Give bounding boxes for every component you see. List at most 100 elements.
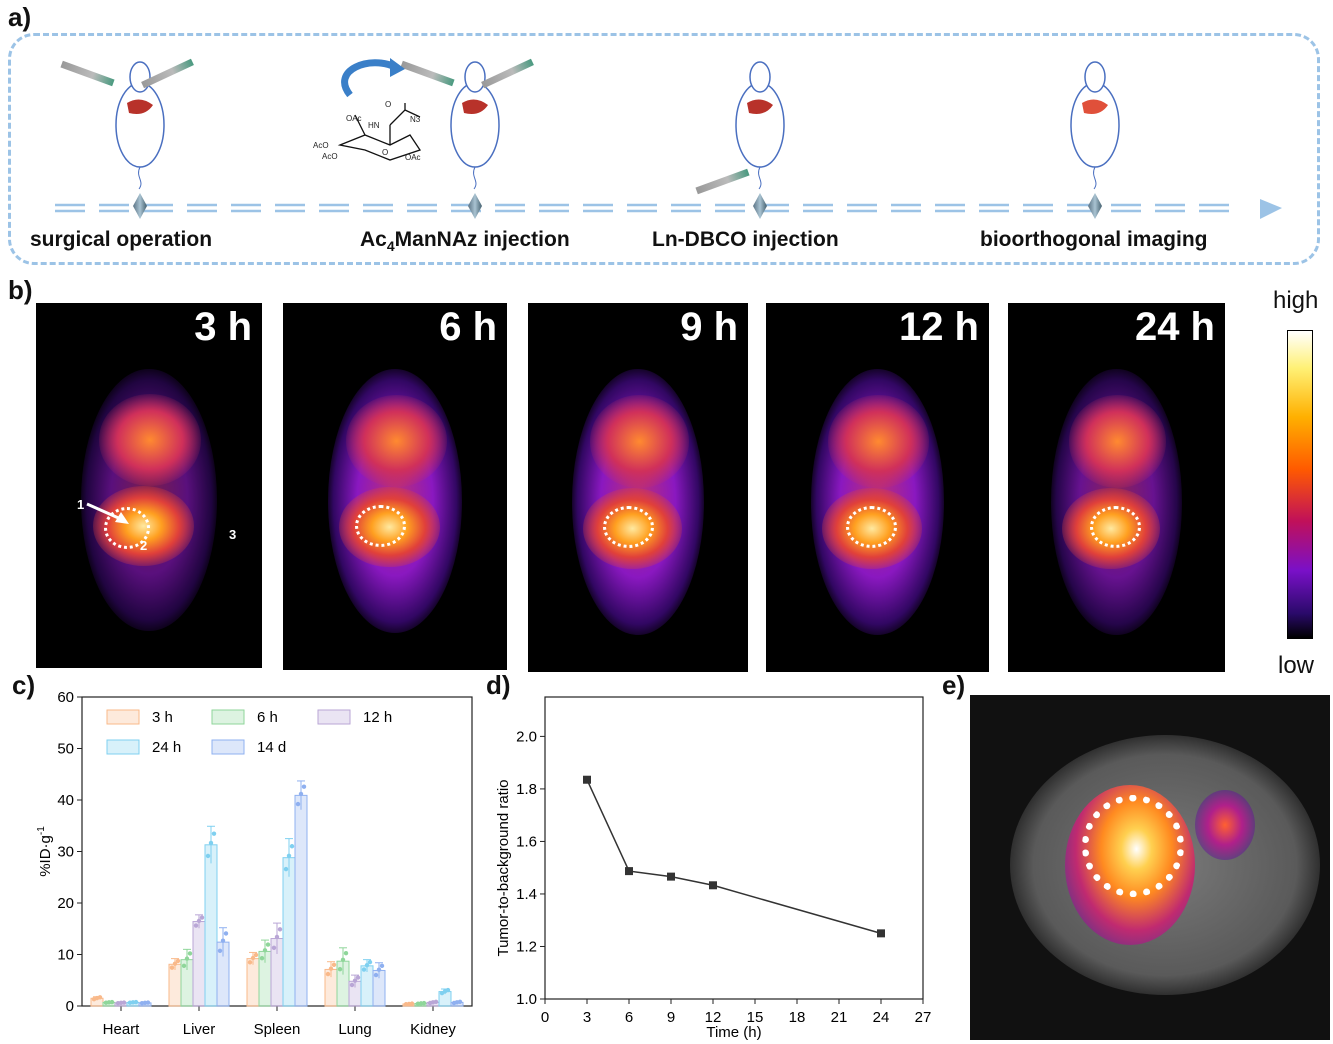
colorbar: [1287, 330, 1313, 639]
data-point: [376, 967, 382, 972]
data-point: [172, 961, 178, 966]
panel-label-d: d): [486, 670, 511, 700]
data-point: [193, 923, 199, 928]
step-marker-icon: [468, 193, 482, 219]
molecule-label: HN: [368, 121, 380, 130]
panel-label-e: e): [942, 670, 966, 700]
molecule-label: AcO: [313, 141, 329, 150]
data-point: [253, 952, 259, 958]
data-point: [709, 881, 717, 890]
data-point: [208, 840, 214, 846]
step-surgical-operation: surgical operation: [30, 228, 213, 251]
data-point: [409, 1001, 415, 1006]
x-tick-label: 15: [747, 1009, 764, 1026]
data-point: [175, 958, 181, 964]
legend-swatch: [211, 709, 245, 725]
data-point: [274, 934, 280, 940]
data-point: [271, 945, 277, 951]
panel-label-b: b): [8, 275, 33, 305]
data-point: [301, 784, 307, 789]
y-tick-label: 40: [57, 792, 74, 809]
workflow-box: [8, 33, 1320, 265]
timepoint-label: 6 h: [439, 305, 497, 349]
timepoint-label: 12 h: [898, 305, 979, 349]
step-marker-icon: [133, 193, 147, 219]
molecule-label: AcO: [322, 152, 338, 161]
timepoint-label: 9 h: [680, 305, 738, 349]
y-tick-label: 20: [57, 895, 74, 912]
data-point: [289, 844, 295, 849]
data-point: [340, 957, 346, 963]
data-point: [625, 867, 633, 876]
x-tick-label: 27: [915, 1009, 932, 1026]
molecule-label: O: [382, 148, 389, 157]
data-point: [169, 965, 175, 970]
x-tick-label: 12: [705, 1009, 722, 1026]
mouse-illustration: [450, 61, 500, 190]
x-tick-label: Spleen: [254, 1021, 301, 1038]
data-point: [220, 938, 226, 943]
molecule-label: O: [385, 100, 392, 109]
x-tick-label: 0: [541, 1009, 549, 1026]
data-point: [343, 950, 349, 956]
step-marker-icon: [753, 193, 767, 219]
nir-image-4: 24 h: [1008, 303, 1225, 672]
nir-image-0: 3 h: [36, 303, 262, 668]
data-point: [421, 1000, 427, 1006]
legend-swatch: [106, 709, 140, 725]
y-tick-label: 50: [57, 741, 74, 758]
data-point: [211, 831, 217, 836]
data-point: [265, 942, 271, 947]
x-tick-label: 24: [873, 1009, 890, 1026]
data-point: [667, 872, 675, 881]
arrow-icon: [86, 502, 129, 524]
x-tick-label: Liver: [183, 1021, 216, 1038]
data-point: [349, 982, 355, 988]
timepoint-label: 24 h: [1134, 305, 1215, 349]
data-point: [121, 1000, 127, 1005]
data-point: [877, 929, 885, 938]
x-tick-label: 6: [625, 1009, 633, 1026]
data-point: [445, 987, 451, 993]
mouse-illustration: [735, 61, 785, 190]
y-tick-label: 2.0: [516, 728, 537, 745]
data-point: [262, 948, 268, 953]
y-axis-label: Tumor-to-background ratio: [495, 779, 512, 956]
bar: [246, 958, 260, 1007]
data-point: [433, 999, 439, 1004]
y-tick-label: 1.6: [516, 833, 537, 850]
x-tick-label: 21: [831, 1009, 848, 1026]
data-point: [355, 975, 361, 980]
data-point: [97, 995, 103, 1000]
data-point: [325, 971, 331, 977]
data-point: [133, 999, 139, 1005]
data-point: [373, 972, 379, 978]
series-line: [586, 779, 882, 935]
bar: [168, 963, 182, 1007]
data-point: [259, 956, 265, 961]
plot-frame: [544, 696, 924, 1000]
panel-label-c: c): [12, 670, 36, 700]
y-axis-label: %ID·g-1: [36, 826, 54, 877]
data-point: [379, 963, 385, 969]
y-tick-label: 10: [57, 947, 74, 964]
x-axis-label: Time (h): [706, 1024, 761, 1041]
data-point: [352, 978, 358, 983]
legend-label: 14 d: [257, 739, 286, 756]
molecule-label: OAc: [405, 153, 421, 162]
ac4mannaz-structure: [337, 58, 422, 161]
data-point: [364, 963, 370, 968]
y-tick-label: 1.2: [516, 938, 537, 955]
data-point: [196, 918, 202, 924]
data-point: [247, 960, 253, 965]
data-point: [181, 963, 187, 969]
data-point: [277, 927, 283, 932]
roi-label: 3: [229, 527, 237, 542]
colorbar-high-label: high: [1273, 287, 1319, 314]
legend-swatch: [317, 709, 351, 725]
data-point: [328, 966, 334, 971]
mouse-illustration: [1070, 61, 1120, 190]
legend-label: 3 h: [152, 709, 173, 726]
step-ln-dbco-injection: Ln-DBCO injection: [652, 228, 839, 251]
y-tick-label: 30: [57, 844, 74, 861]
